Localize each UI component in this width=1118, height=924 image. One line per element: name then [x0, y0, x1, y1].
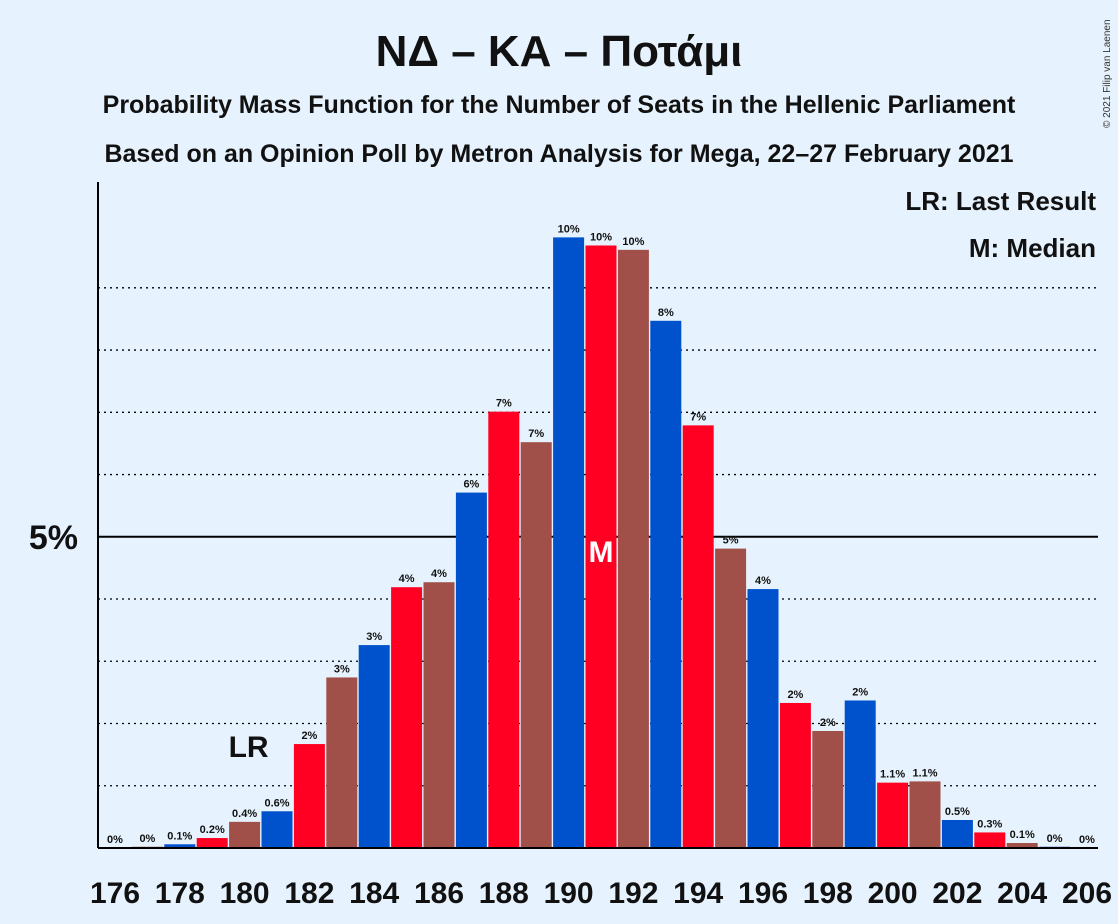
y-tick-5pct: 5% — [29, 519, 78, 557]
x-tick-192: 192 — [608, 877, 658, 910]
last-result-marker: LR — [229, 731, 269, 764]
bar-label-194: 7% — [690, 411, 706, 423]
x-tick-194: 194 — [673, 877, 723, 910]
bar-198 — [812, 730, 844, 848]
bar-187 — [455, 492, 487, 848]
bar-194 — [682, 425, 714, 848]
x-tick-206: 206 — [1062, 877, 1112, 910]
bar-186 — [423, 582, 455, 848]
x-tick-182: 182 — [284, 877, 334, 910]
x-tick-labels: 176 178 180 182 184 186 188 190 192 194 196 198 200 2… — [90, 877, 1112, 910]
bar-189 — [520, 442, 552, 848]
bar-200 — [877, 782, 909, 848]
copyright-note: © 2021 Filip van Laenen — [1102, 19, 1113, 128]
bar-199 — [844, 700, 876, 848]
bar-182 — [293, 744, 325, 848]
bar-label-189: 7% — [528, 428, 544, 440]
x-tick-196: 196 — [738, 877, 788, 910]
bar-label-197: 2% — [787, 689, 803, 701]
x-tick-186: 186 — [414, 877, 464, 910]
chart-title: ΝΔ – ΚΑ – Ποτάμι — [376, 27, 743, 76]
x-tick-200: 200 — [868, 877, 918, 910]
x-tick-202: 202 — [932, 877, 982, 910]
bar-label-187: 6% — [463, 479, 479, 491]
bar-label-193: 8% — [658, 307, 674, 319]
bar-192 — [617, 249, 649, 849]
bar-label-180: 0.4% — [232, 808, 257, 820]
x-tick-184: 184 — [349, 877, 399, 910]
bar-184 — [358, 645, 390, 848]
bar-196 — [747, 589, 779, 848]
bar-204 — [1006, 843, 1038, 848]
bar-label-185: 4% — [399, 573, 415, 585]
x-tick-190: 190 — [544, 877, 594, 910]
bar-label-192: 10% — [622, 236, 644, 248]
bar-183 — [326, 677, 358, 848]
bar-label-202: 0.5% — [945, 806, 970, 818]
bar-180 — [229, 821, 261, 848]
bar-178 — [164, 844, 196, 848]
bar-202 — [941, 819, 973, 848]
x-tick-176: 176 — [90, 877, 140, 910]
legend-last-result: LR: Last Result — [905, 186, 1096, 216]
bar-label-196: 4% — [755, 575, 771, 587]
bar-label-201: 1.1% — [912, 767, 937, 779]
x-tick-188: 188 — [479, 877, 529, 910]
bar-185 — [391, 587, 423, 848]
bar-label-179: 0.2% — [200, 824, 225, 836]
markers: LR M — [229, 536, 614, 764]
bar-188 — [488, 411, 520, 848]
bar-191 — [585, 245, 617, 848]
bar-197 — [779, 702, 811, 848]
bar-label-205: 0% — [1047, 833, 1063, 845]
bar-181 — [261, 811, 293, 848]
bar-label-178: 0.1% — [167, 830, 192, 842]
bar-195 — [715, 548, 747, 848]
bar-201 — [909, 781, 941, 848]
bar-label-188: 7% — [496, 398, 512, 410]
bar-label-198: 2% — [820, 717, 836, 729]
bar-label-176: 0% — [107, 834, 123, 846]
bar-label-190: 10% — [558, 223, 580, 235]
bar-label-183: 3% — [334, 663, 350, 675]
bar-label-182: 2% — [301, 730, 317, 742]
bar-label-191: 10% — [590, 231, 612, 243]
bar-label-204: 0.1% — [1010, 829, 1035, 841]
bar-203 — [974, 832, 1006, 848]
bar-179 — [196, 838, 228, 848]
bar-value-labels: 0% 0% 0.1% 0.2% 0.4% 0.6% 2% 3% 3% 4% 4% 6% 7% 7% 10% 1… — [107, 223, 1095, 846]
bar-label-181: 0.6% — [264, 797, 289, 809]
x-tick-178: 178 — [155, 877, 205, 910]
bar-label-184: 3% — [366, 631, 382, 643]
bar-label-199: 2% — [852, 686, 868, 698]
bar-label-195: 5% — [723, 535, 739, 547]
bar-label-186: 4% — [431, 568, 447, 580]
x-tick-198: 198 — [803, 877, 853, 910]
bar-label-203: 0.3% — [977, 818, 1002, 830]
chart-subtitle: Probability Mass Function for the Number… — [103, 91, 1016, 119]
legend-median: M: Median — [969, 233, 1096, 263]
bar-label-177: 0% — [139, 833, 155, 845]
x-tick-180: 180 — [220, 877, 270, 910]
bar-label-200: 1.1% — [880, 769, 905, 781]
bar-label-206: 0% — [1079, 834, 1095, 846]
bar-193 — [650, 320, 682, 848]
bar-190 — [553, 237, 585, 849]
x-tick-204: 204 — [997, 877, 1047, 910]
chart-subtitle-source: Based on an Opinion Poll by Metron Analy… — [104, 140, 1013, 168]
bars — [131, 237, 1071, 849]
median-marker: M — [589, 536, 614, 569]
